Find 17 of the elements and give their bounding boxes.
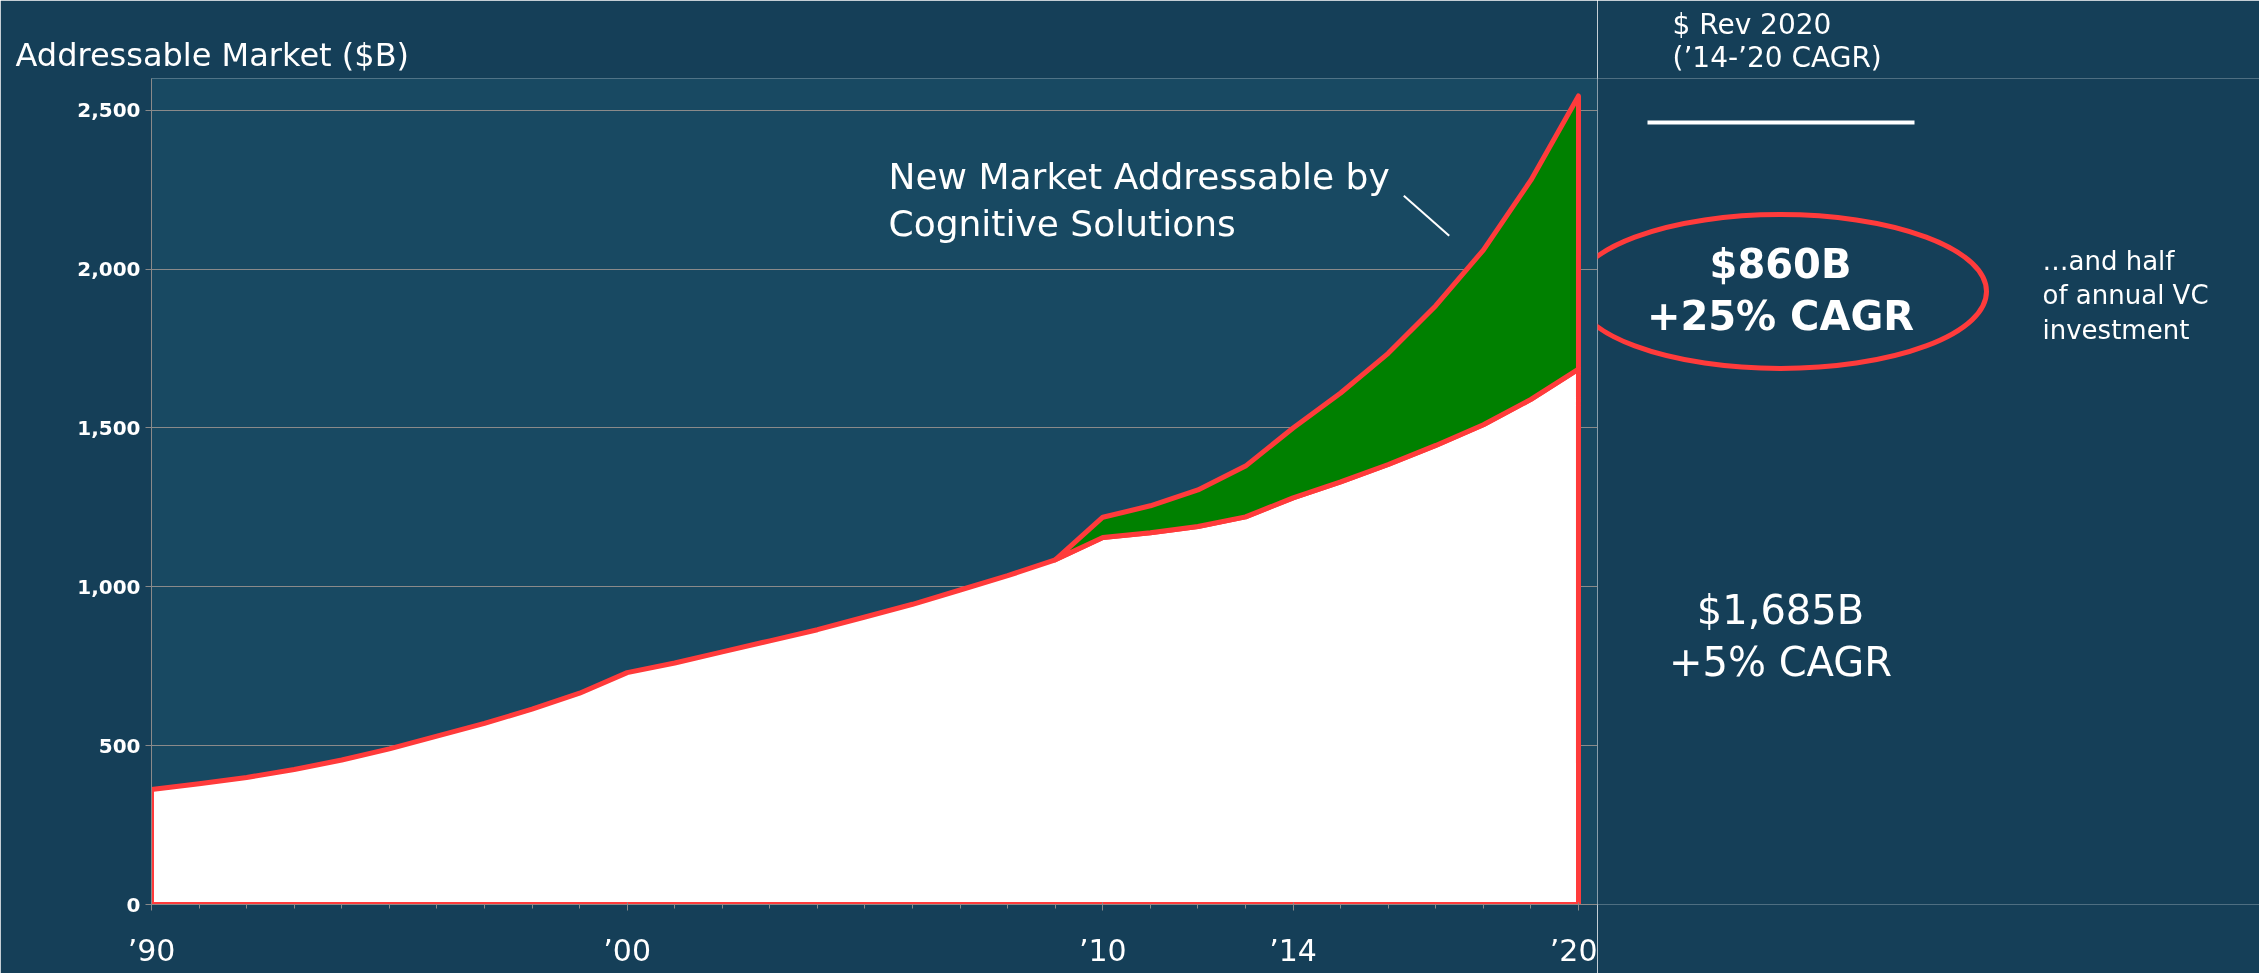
y-tick-label: 1,000 — [77, 574, 141, 599]
y-tick-label: 1,500 — [77, 415, 141, 440]
y-tick-label: 2,500 — [77, 98, 141, 123]
y-tick-label: 2,000 — [77, 257, 141, 282]
y-axis-title: Addressable Market ($B) — [15, 35, 410, 74]
x-tick-label: ’20 — [1549, 932, 1598, 968]
x-tick-label: ’10 — [1078, 932, 1127, 968]
x-tick-label: ’90 — [127, 932, 176, 968]
text: …and half of annual VC investment — [2042, 245, 2209, 345]
text: $860B +25% CAGR — [1646, 240, 1915, 340]
x-tick-label: ’14 — [1269, 932, 1317, 968]
y-tick-label: 0 — [126, 892, 141, 917]
text: $1,685B +5% CAGR — [1668, 586, 1893, 686]
text: $ Rev 2020 (’14-’20 CAGR) — [1672, 7, 1882, 74]
annotation: New Market Addressable by Cognitive Solutions — [888, 155, 1390, 244]
y-tick-label: 500 — [98, 733, 141, 758]
x-tick-label: ’00 — [603, 932, 652, 968]
